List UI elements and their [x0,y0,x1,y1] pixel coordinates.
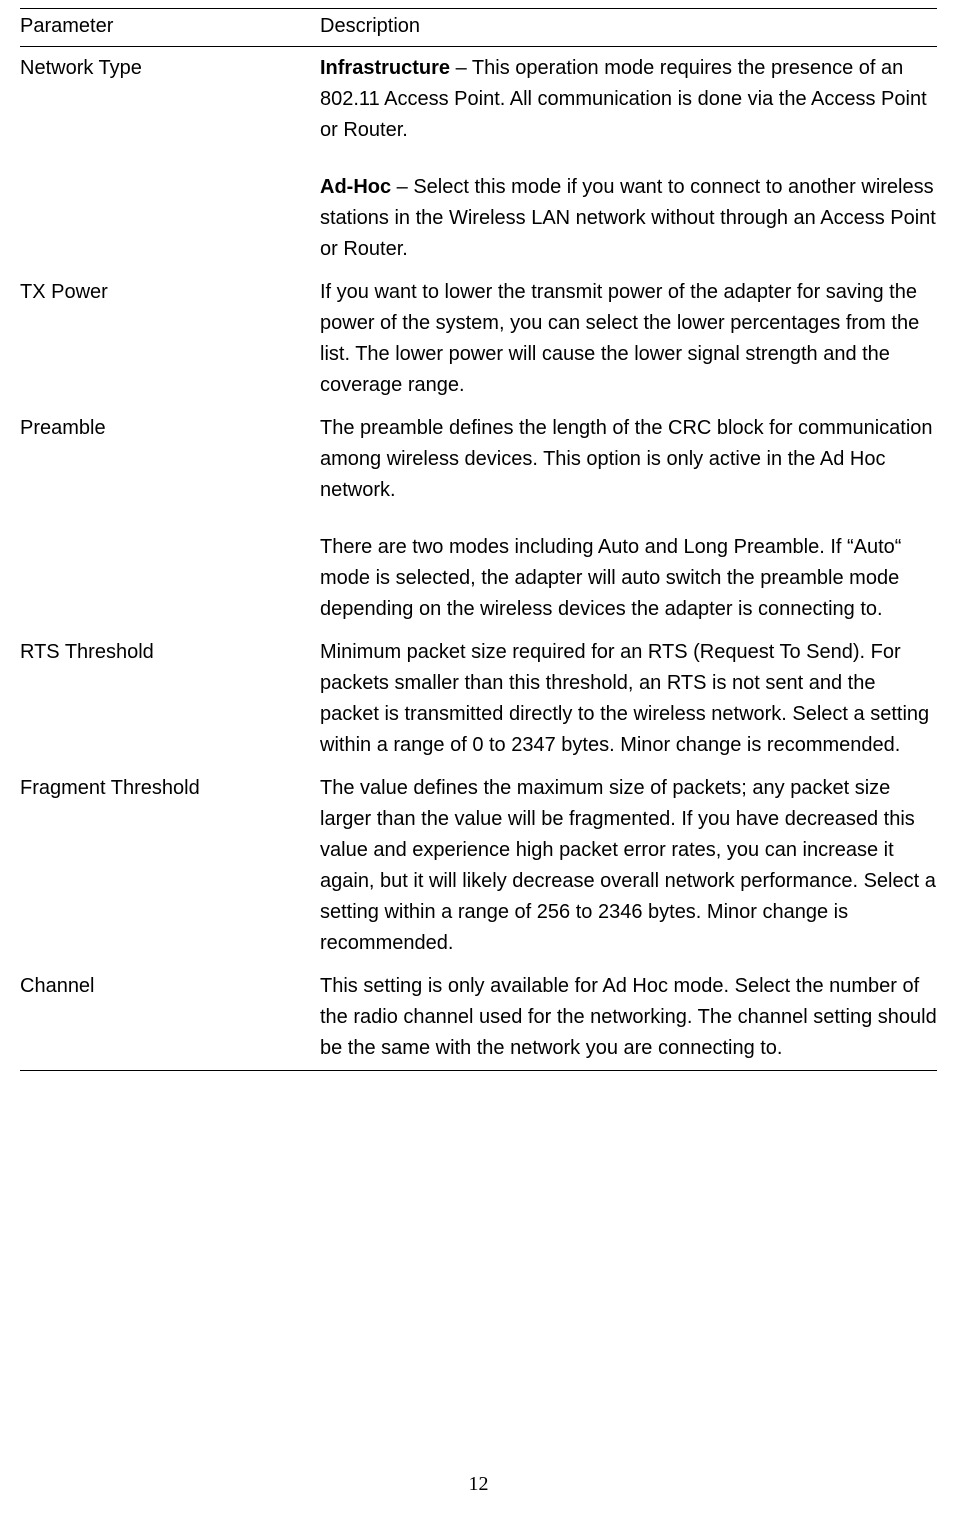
description-bold-term: Ad-Hoc [320,176,391,198]
parameter-description: This setting is only available for Ad Ho… [320,965,937,1071]
page-number: 12 [0,1473,957,1496]
description-text: If you want to lower the transmit power … [320,281,919,396]
table-row: RTS ThresholdMinimum packet size require… [20,631,937,767]
page-content: Parameter Description Network TypeInfras… [0,0,957,1526]
description-text: There are two modes including Auto and L… [320,536,901,620]
header-description: Description [320,9,937,47]
description-block: Infrastructure – This operation mode req… [320,53,937,146]
description-block: This setting is only available for Ad Ho… [320,971,937,1064]
description-block: There are two modes including Auto and L… [320,532,937,625]
parameter-name: Fragment Threshold [20,767,320,965]
description-block: Ad-Hoc – Select this mode if you want to… [320,172,937,265]
description-bold-term: Infrastructure [320,57,450,79]
table-body: Network TypeInfrastructure – This operat… [20,47,937,1071]
description-text: – Select this mode if you want to connec… [320,176,936,260]
parameter-description: The value defines the maximum size of pa… [320,767,937,965]
parameter-name: Preamble [20,407,320,631]
parameter-description: The preamble defines the length of the C… [320,407,937,631]
description-text: This setting is only available for Ad Ho… [320,975,937,1059]
description-block: If you want to lower the transmit power … [320,277,937,401]
description-block: Minimum packet size required for an RTS … [320,637,937,761]
parameter-name: Channel [20,965,320,1071]
table-row: Network TypeInfrastructure – This operat… [20,47,937,272]
parameter-description: Minimum packet size required for an RTS … [320,631,937,767]
header-parameter: Parameter [20,9,320,47]
table-header-row: Parameter Description [20,9,937,47]
table-row: TX PowerIf you want to lower the transmi… [20,271,937,407]
description-text: Minimum packet size required for an RTS … [320,641,929,756]
table-row: ChannelThis setting is only available fo… [20,965,937,1071]
parameter-name: RTS Threshold [20,631,320,767]
parameter-name: Network Type [20,47,320,272]
parameter-table: Parameter Description Network TypeInfras… [20,8,937,1071]
parameter-description: Infrastructure – This operation mode req… [320,47,937,272]
table-row: PreambleThe preamble defines the length … [20,407,937,631]
description-block: The value defines the maximum size of pa… [320,773,937,959]
table-row: Fragment ThresholdThe value defines the … [20,767,937,965]
description-text: The value defines the maximum size of pa… [320,777,936,954]
parameter-name: TX Power [20,271,320,407]
description-block: The preamble defines the length of the C… [320,413,937,506]
description-text: The preamble defines the length of the C… [320,417,933,501]
parameter-description: If you want to lower the transmit power … [320,271,937,407]
